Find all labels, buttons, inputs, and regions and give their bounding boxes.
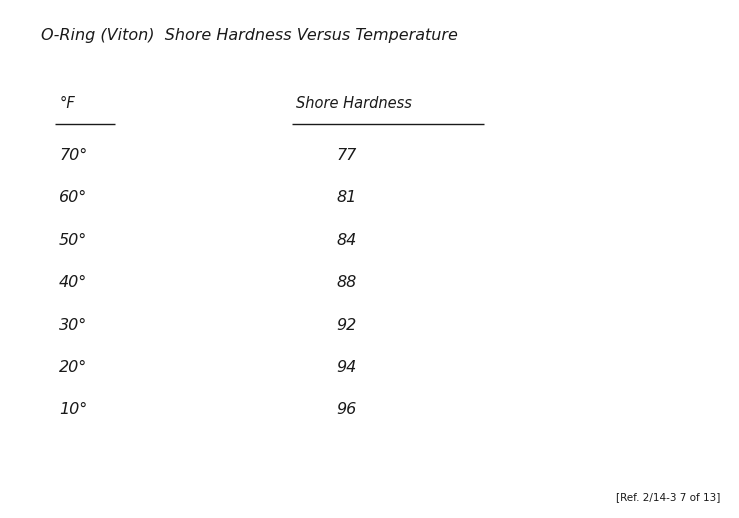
Text: 40°: 40° [59,275,87,290]
Text: 77: 77 [336,148,356,163]
Text: °F: °F [59,96,75,111]
Text: 70°: 70° [59,148,87,163]
Text: O-Ring (Viton)  Shore Hardness Versus Temperature: O-Ring (Viton) Shore Hardness Versus Tem… [41,28,457,44]
Text: Shore Hardness: Shore Hardness [296,96,412,111]
Text: 20°: 20° [59,360,87,375]
Text: 10°: 10° [59,402,87,418]
Text: 96: 96 [336,402,356,418]
Text: 88: 88 [336,275,356,290]
Text: 60°: 60° [59,190,87,205]
Text: 94: 94 [336,360,356,375]
Text: 50°: 50° [59,233,87,248]
Text: 92: 92 [336,318,356,333]
Text: [Ref. 2/14-3 7 of 13]: [Ref. 2/14-3 7 of 13] [616,493,721,502]
Text: 81: 81 [336,190,356,205]
Text: 84: 84 [336,233,356,248]
Text: 30°: 30° [59,318,87,333]
